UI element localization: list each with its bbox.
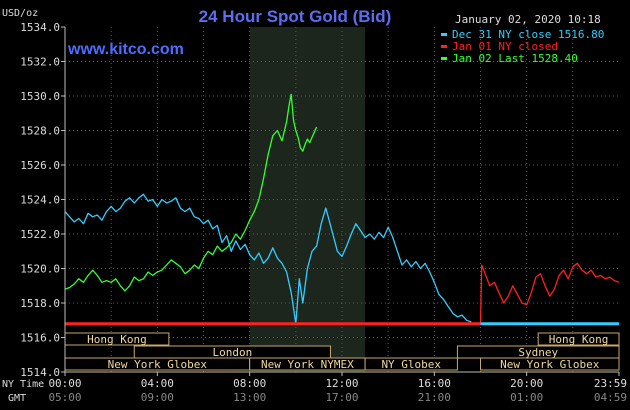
series-line-1 [64, 93, 318, 292]
legend-swatch-1 [441, 45, 447, 48]
y-tick-label: 1532.0 [20, 56, 60, 69]
y-unit-label: USD/oz [2, 8, 38, 19]
x-tick-label-ny: 12:00 [325, 377, 358, 390]
x-tick-label-gmt: 05:00 [48, 391, 81, 404]
plot-area [64, 27, 620, 372]
session-label-5: New York NYMEX [261, 358, 354, 371]
x-axis-gmt-label: GMT [8, 393, 26, 404]
x-tick-label-ny: 20:00 [510, 377, 543, 390]
x-tick-label-gmt: 17:00 [325, 391, 358, 404]
y-tick-label: 1528.0 [20, 125, 60, 138]
session-box-1 [537, 332, 620, 346]
session-label-7: New York Globex [500, 358, 600, 371]
series-line-0 [64, 193, 472, 325]
x-tick-label-gmt: 13:00 [233, 391, 266, 404]
session-label-6: NY Globex [381, 358, 441, 371]
legend-swatch-2 [441, 57, 447, 60]
legend-entry-0: Dec 31 NY close 1516.80 [452, 28, 604, 41]
session-label-3: Sydney [518, 346, 558, 359]
y-tick-label: 1530.0 [20, 90, 60, 103]
timestamp-label: January 02, 2020 10:18 [455, 13, 601, 26]
axes: 1534.0 1532.0 1530.0 1528.0 1526.0 1524.0 1522… [20, 21, 627, 404]
y-tick-label: 1522.0 [20, 228, 60, 241]
y-tick-label: 1516.0 [20, 332, 60, 345]
y-tick-label: 1524.0 [20, 194, 60, 207]
x-tick-label-gmt: 09:00 [141, 391, 174, 404]
x-tick-label-ny: 08:00 [233, 377, 266, 390]
x-tick-label-gmt: 04:59 [594, 391, 627, 404]
x-tick-label-ny: 00:00 [48, 377, 81, 390]
x-tick-label-ny: 23:59 [594, 377, 627, 390]
chart-title: 24 Hour Spot Gold (Bid) [199, 7, 392, 26]
legend-entry-1: Jan 01 NY closed [452, 40, 558, 53]
legend-swatch-0 [441, 33, 447, 36]
y-tick-label: 1514.0 [20, 366, 60, 379]
session-label-4: New York Globex [108, 358, 208, 371]
session-box-7 [480, 357, 620, 371]
legend-entry-2: Jan 02 Last 1528.40 [452, 52, 578, 65]
y-tick-label: 1520.0 [20, 263, 60, 276]
session-label-1: Hong Kong [549, 333, 609, 346]
x-tick-label-gmt: 01:00 [510, 391, 543, 404]
x-tick-label-ny: 04:00 [141, 377, 174, 390]
series-line-2 [65, 262, 620, 325]
y-tick-label: 1518.0 [20, 297, 60, 310]
legend: Dec 31 NY close 1516.80 Jan 01 NY closed… [441, 28, 604, 65]
y-tick-label: 1534.0 [20, 21, 60, 34]
session-box-6 [364, 357, 458, 371]
x-tick-label-ny: 16:00 [418, 377, 451, 390]
website-label: www.kitco.com [67, 41, 184, 58]
session-label-0: Hong Kong [87, 333, 147, 346]
x-tick-label-gmt: 21:00 [418, 391, 451, 404]
y-tick-label: 1526.0 [20, 159, 60, 172]
nymex-highlight-band [249, 27, 366, 372]
x-axis-ny-label: NY Time [2, 379, 44, 390]
session-label-2: London [212, 346, 252, 359]
